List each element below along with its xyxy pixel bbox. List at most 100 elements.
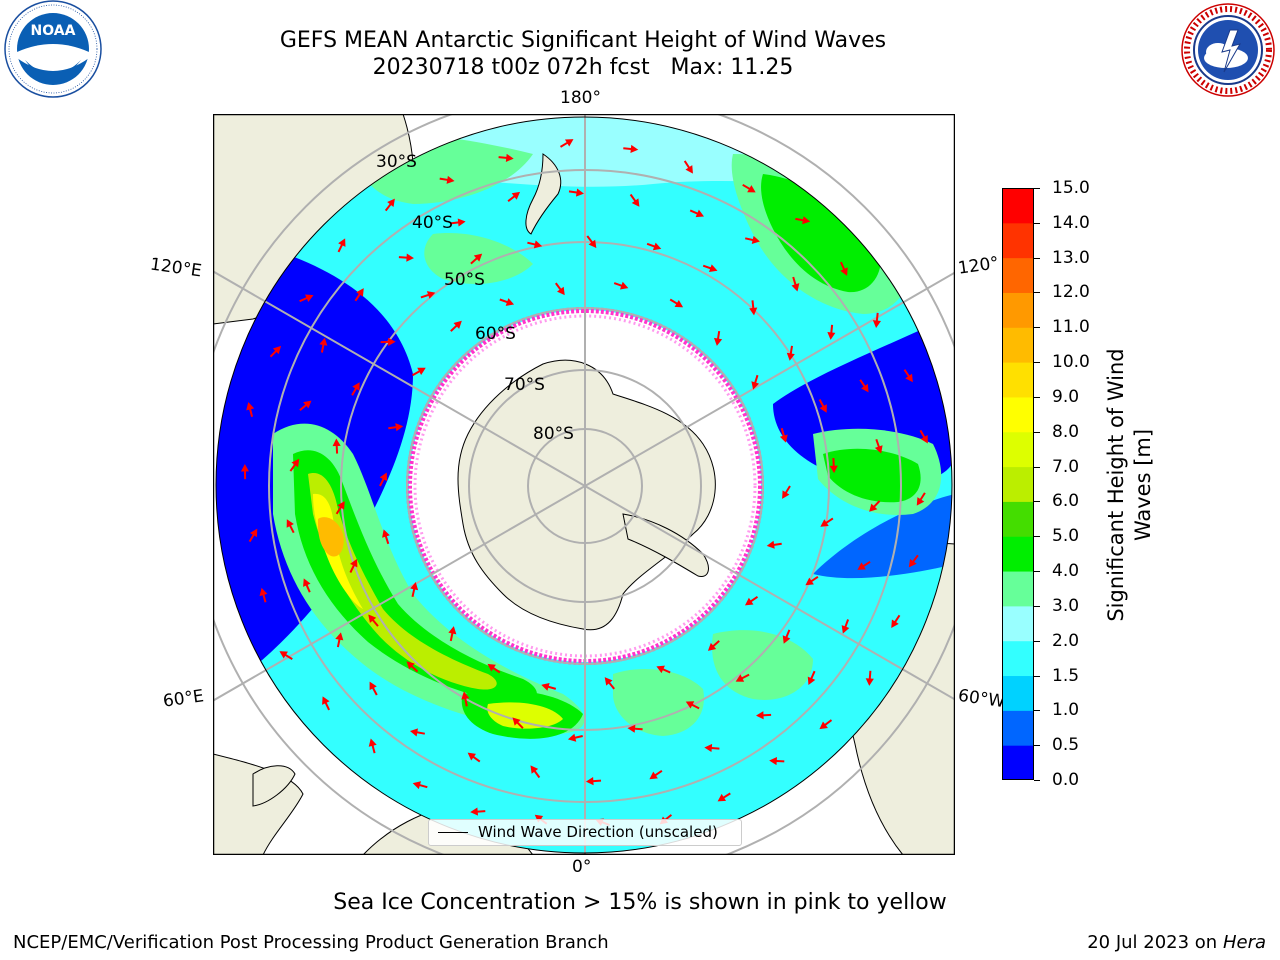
colorbar-tick-mark (1034, 327, 1040, 329)
wind-wave-arrowhead (557, 286, 565, 296)
wind-wave-arrowhead (473, 253, 483, 262)
wind-wave-arrowhead (369, 681, 377, 691)
lat-label-80s: 80°S (533, 424, 574, 444)
colorbar-tick-label: 2.0 (1052, 630, 1080, 651)
wind-wave-arrowhead (388, 337, 396, 346)
colorbar-segment (1002, 431, 1034, 468)
wind-wave-arrowhead (674, 299, 684, 308)
wind-wave-arrowhead (534, 814, 544, 823)
wind-wave-arrowhead (744, 597, 754, 606)
wind-wave-arrowhead (820, 519, 829, 527)
lon-label-60e: 60°E (161, 686, 206, 712)
lon-label-120w: 120° (956, 253, 1001, 279)
colorbar-segment (1002, 466, 1034, 502)
wind-wave-arrowhead (279, 651, 288, 659)
wind-wave-arrowhead (829, 465, 838, 474)
wind-wave-arrowhead (512, 717, 521, 726)
wind-wave-arrowhead (379, 472, 388, 482)
wind-wave-arrows (240, 139, 928, 827)
wind-wave-arrowhead (467, 752, 476, 761)
colorbar-label-line1: Significant Height of Wind (1104, 348, 1128, 622)
wind-wave-arrowhead (470, 807, 479, 816)
wind-wave-arrowhead (446, 175, 455, 184)
wind-wave-arrowhead (332, 438, 341, 447)
wind-wave-arrowhead (426, 291, 436, 299)
wind-wave-arrowhead (246, 402, 255, 411)
colorbar-tick-mark (1034, 640, 1040, 642)
wind-wave-arrowhead (356, 288, 364, 297)
wind-wave-arrowhead (805, 577, 814, 586)
colorbar-tick-mark (1034, 396, 1040, 398)
wind-wave-arrowhead (735, 674, 745, 682)
wind-wave-arrowhead (819, 404, 827, 413)
colorbar-segment (1002, 501, 1034, 537)
wind-wave-arrowhead (448, 626, 457, 635)
colorbar-tick-label: 3.0 (1052, 595, 1080, 616)
colorbar-tick-mark (1034, 188, 1040, 189)
wind-wave-arrowhead (604, 677, 613, 686)
wind-wave-arrowhead (382, 529, 390, 538)
lon-label-180: 180° (560, 88, 601, 108)
footer-producer: NCEP/EMC/Verification Post Processing Pr… (13, 932, 609, 953)
colorbar-tick-mark (1034, 292, 1040, 294)
wind-wave-arrowhead (631, 198, 640, 207)
footer-machine: Hera (1222, 932, 1266, 953)
wind-wave-arrowhead (857, 562, 866, 570)
wind-wave-arrowhead (649, 771, 658, 780)
colorbar-segment (1002, 362, 1034, 398)
wind-wave-arrowhead (505, 298, 515, 306)
wind-wave-arrowhead (249, 528, 258, 538)
colorbar-tick-label: 6.0 (1052, 491, 1080, 512)
colorbar-tick-mark (1034, 362, 1040, 364)
colorbar-tick-label: 1.0 (1052, 700, 1080, 721)
colorbar-tick-label: 11.0 (1052, 317, 1090, 338)
colorbar-tick-label: 0.0 (1052, 770, 1080, 790)
lat-label-70s: 70°S (504, 375, 545, 395)
wind-wave-arrowhead (368, 738, 377, 747)
colorbar-segment (1002, 188, 1034, 224)
noaa-logo: NOAA (3, 0, 103, 100)
wind-wave-arrowhead (652, 242, 662, 251)
graticule (213, 114, 955, 855)
wind-wave-arrowhead (461, 691, 470, 700)
legend-label: Wind Wave Direction (unscaled) (478, 823, 718, 841)
wind-wave-arrowhead (368, 614, 377, 623)
colorbar-tick-mark (1034, 431, 1040, 433)
colorbar-segment (1002, 640, 1034, 677)
colorbar-tick-mark (1034, 780, 1040, 781)
colorbar-border (1002, 188, 1034, 780)
svg-text:NOAA: NOAA (31, 23, 76, 39)
wind-wave-arrowhead (387, 198, 395, 208)
lat-label-60s: 60°S (475, 324, 516, 344)
wind-wave-arrowhead (530, 765, 539, 774)
wind-wave-arrowhead (749, 307, 758, 316)
colorbar-label-line2: Waves [m] (1131, 428, 1155, 542)
wind-wave-arrowhead (791, 283, 800, 292)
wind-wave-arrowhead (286, 519, 294, 528)
indian-ocean-swell (273, 423, 585, 734)
wind-wave-arrowhead (707, 642, 717, 651)
colorbar-tick-mark (1034, 466, 1040, 468)
wind-wave-arrowhead (259, 587, 268, 597)
wind-wave-arrowhead (779, 434, 788, 443)
wind-wave-arrowhead (406, 661, 415, 670)
colorbar-tick-label: 10.0 (1052, 352, 1090, 373)
wind-wave-arrowhead (305, 294, 314, 302)
colorbar-tick-label: 8.0 (1052, 421, 1080, 442)
wind-wave-arrowhead (747, 185, 756, 193)
colorbar-tick-mark (1034, 501, 1040, 503)
wind-wave-arrowhead (412, 781, 422, 790)
legend-line-swatch (438, 832, 468, 833)
wind-wave-arrowhead (865, 678, 874, 686)
colorbar-tick-label: 0.5 (1052, 735, 1080, 756)
wind-wave-arrowhead (841, 625, 850, 634)
wind-wave-arrowhead (630, 144, 639, 153)
wind-wave-arrowhead (619, 281, 629, 290)
polar-map (212, 113, 956, 856)
wind-wave-arrowhead (786, 352, 795, 361)
colorbar-segment (1002, 257, 1034, 293)
colorbar-segment (1002, 710, 1034, 746)
wind-wave-arrowhead (588, 239, 597, 249)
wind-wave-arrowhead (874, 445, 883, 454)
colorbar-tick-label: 7.0 (1052, 456, 1080, 477)
